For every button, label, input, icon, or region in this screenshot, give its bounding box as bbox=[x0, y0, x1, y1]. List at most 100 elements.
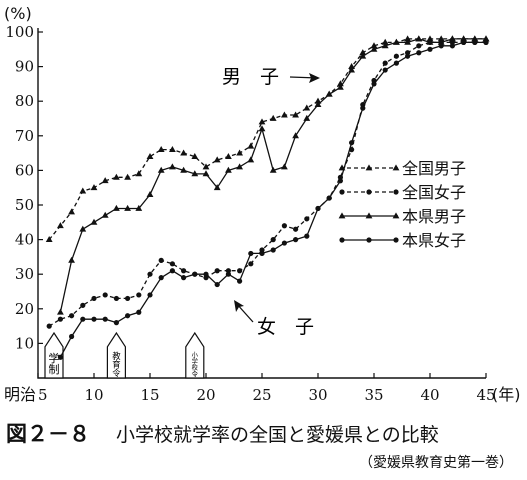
y-tick-label: 20 bbox=[15, 300, 34, 318]
data-point bbox=[426, 35, 434, 42]
data-point bbox=[169, 268, 175, 274]
data-point bbox=[203, 271, 209, 277]
data-point bbox=[337, 178, 343, 184]
y-tick-label: 100 bbox=[5, 23, 34, 41]
data-point bbox=[461, 39, 467, 45]
data-point bbox=[259, 250, 265, 257]
marker-shape bbox=[106, 331, 126, 379]
data-point bbox=[191, 170, 199, 177]
marker-label: 令 bbox=[112, 368, 121, 378]
x-tick-label: 30 bbox=[308, 386, 327, 404]
x-tick-label: 15 bbox=[140, 386, 159, 404]
data-point bbox=[46, 323, 52, 329]
marker-label: 学 bbox=[192, 356, 198, 365]
data-point bbox=[393, 38, 400, 45]
data-point bbox=[472, 39, 478, 45]
data-point bbox=[169, 163, 176, 170]
data-point bbox=[237, 268, 243, 274]
data-point bbox=[339, 237, 345, 243]
data-point bbox=[158, 257, 164, 263]
data-point bbox=[125, 313, 131, 319]
data-point bbox=[124, 204, 131, 211]
data-point bbox=[437, 35, 445, 42]
x-tick-label: 20 bbox=[196, 386, 215, 404]
data-point bbox=[303, 114, 311, 121]
data-point bbox=[292, 111, 299, 118]
data-point bbox=[365, 164, 373, 171]
y-ticks: 10 20 30 40 50 60 70 80 90 100 bbox=[5, 23, 43, 352]
data-point bbox=[101, 211, 109, 218]
data-point bbox=[416, 50, 422, 56]
data-point bbox=[57, 308, 64, 315]
data-point bbox=[214, 268, 220, 274]
marker-shape bbox=[185, 331, 205, 379]
x-era-label: 明治 bbox=[4, 385, 36, 404]
marker-label: 学 bbox=[49, 351, 60, 365]
chart-axes: (%) (年) 明治 bbox=[4, 4, 521, 404]
data-point bbox=[90, 184, 98, 191]
data-point bbox=[304, 233, 310, 239]
data-point bbox=[366, 237, 372, 243]
data-point bbox=[405, 53, 411, 59]
data-point bbox=[180, 166, 187, 173]
y-tick-label: 80 bbox=[15, 92, 34, 110]
x-tick-label: 10 bbox=[84, 386, 103, 404]
legend-item: 本県女子 bbox=[339, 231, 466, 250]
data-point bbox=[366, 189, 372, 195]
data-point bbox=[113, 173, 120, 180]
data-point bbox=[416, 43, 422, 49]
data-point bbox=[247, 142, 255, 149]
data-point bbox=[314, 97, 322, 104]
data-point bbox=[236, 149, 243, 156]
data-point bbox=[449, 35, 456, 42]
x-tick-label: 5 bbox=[38, 386, 48, 404]
data-point bbox=[248, 261, 254, 267]
data-point bbox=[437, 38, 445, 45]
data-point bbox=[79, 187, 87, 194]
legend-label: 本県女子 bbox=[402, 231, 466, 250]
data-point bbox=[359, 49, 367, 56]
data-point bbox=[438, 43, 444, 49]
x-tick-label: 40 bbox=[420, 386, 439, 404]
data-point bbox=[349, 140, 355, 146]
data-point bbox=[381, 42, 389, 49]
data-point bbox=[370, 45, 378, 52]
legend-label: 全国男子 bbox=[402, 159, 466, 178]
data-point bbox=[57, 354, 64, 360]
data-point bbox=[225, 166, 232, 173]
legend-label: 全国女子 bbox=[402, 183, 466, 202]
data-point bbox=[113, 204, 120, 211]
data-point bbox=[80, 302, 86, 308]
data-point bbox=[404, 35, 411, 42]
data-point bbox=[68, 208, 75, 215]
series-line bbox=[48, 38, 486, 241]
marker-label: 育 bbox=[112, 360, 120, 370]
data-point bbox=[191, 152, 199, 159]
data-point bbox=[471, 35, 479, 42]
data-point bbox=[392, 212, 400, 219]
data-point bbox=[270, 237, 276, 243]
data-point bbox=[482, 35, 490, 42]
data-point bbox=[57, 222, 64, 229]
data-point bbox=[314, 101, 322, 108]
data-point bbox=[147, 292, 153, 298]
data-point bbox=[247, 156, 255, 163]
y-tick-label: 70 bbox=[15, 127, 34, 145]
legend-item: 本県男子 bbox=[338, 207, 466, 226]
data-point bbox=[359, 52, 367, 59]
x-tick-label: 45 bbox=[476, 386, 495, 404]
data-point bbox=[337, 83, 344, 90]
data-point bbox=[213, 156, 221, 163]
series-lines bbox=[45, 35, 490, 360]
data-point bbox=[69, 333, 75, 340]
data-point bbox=[281, 163, 288, 170]
data-point bbox=[483, 39, 489, 45]
data-point bbox=[146, 191, 154, 198]
annotation-boys: 男 子 bbox=[222, 66, 279, 88]
x-tick-label: 35 bbox=[364, 386, 383, 404]
x-axis-label: (年) bbox=[492, 385, 521, 404]
data-point bbox=[449, 43, 455, 49]
data-point bbox=[304, 216, 310, 222]
data-point bbox=[169, 146, 176, 153]
data-point bbox=[281, 240, 287, 246]
